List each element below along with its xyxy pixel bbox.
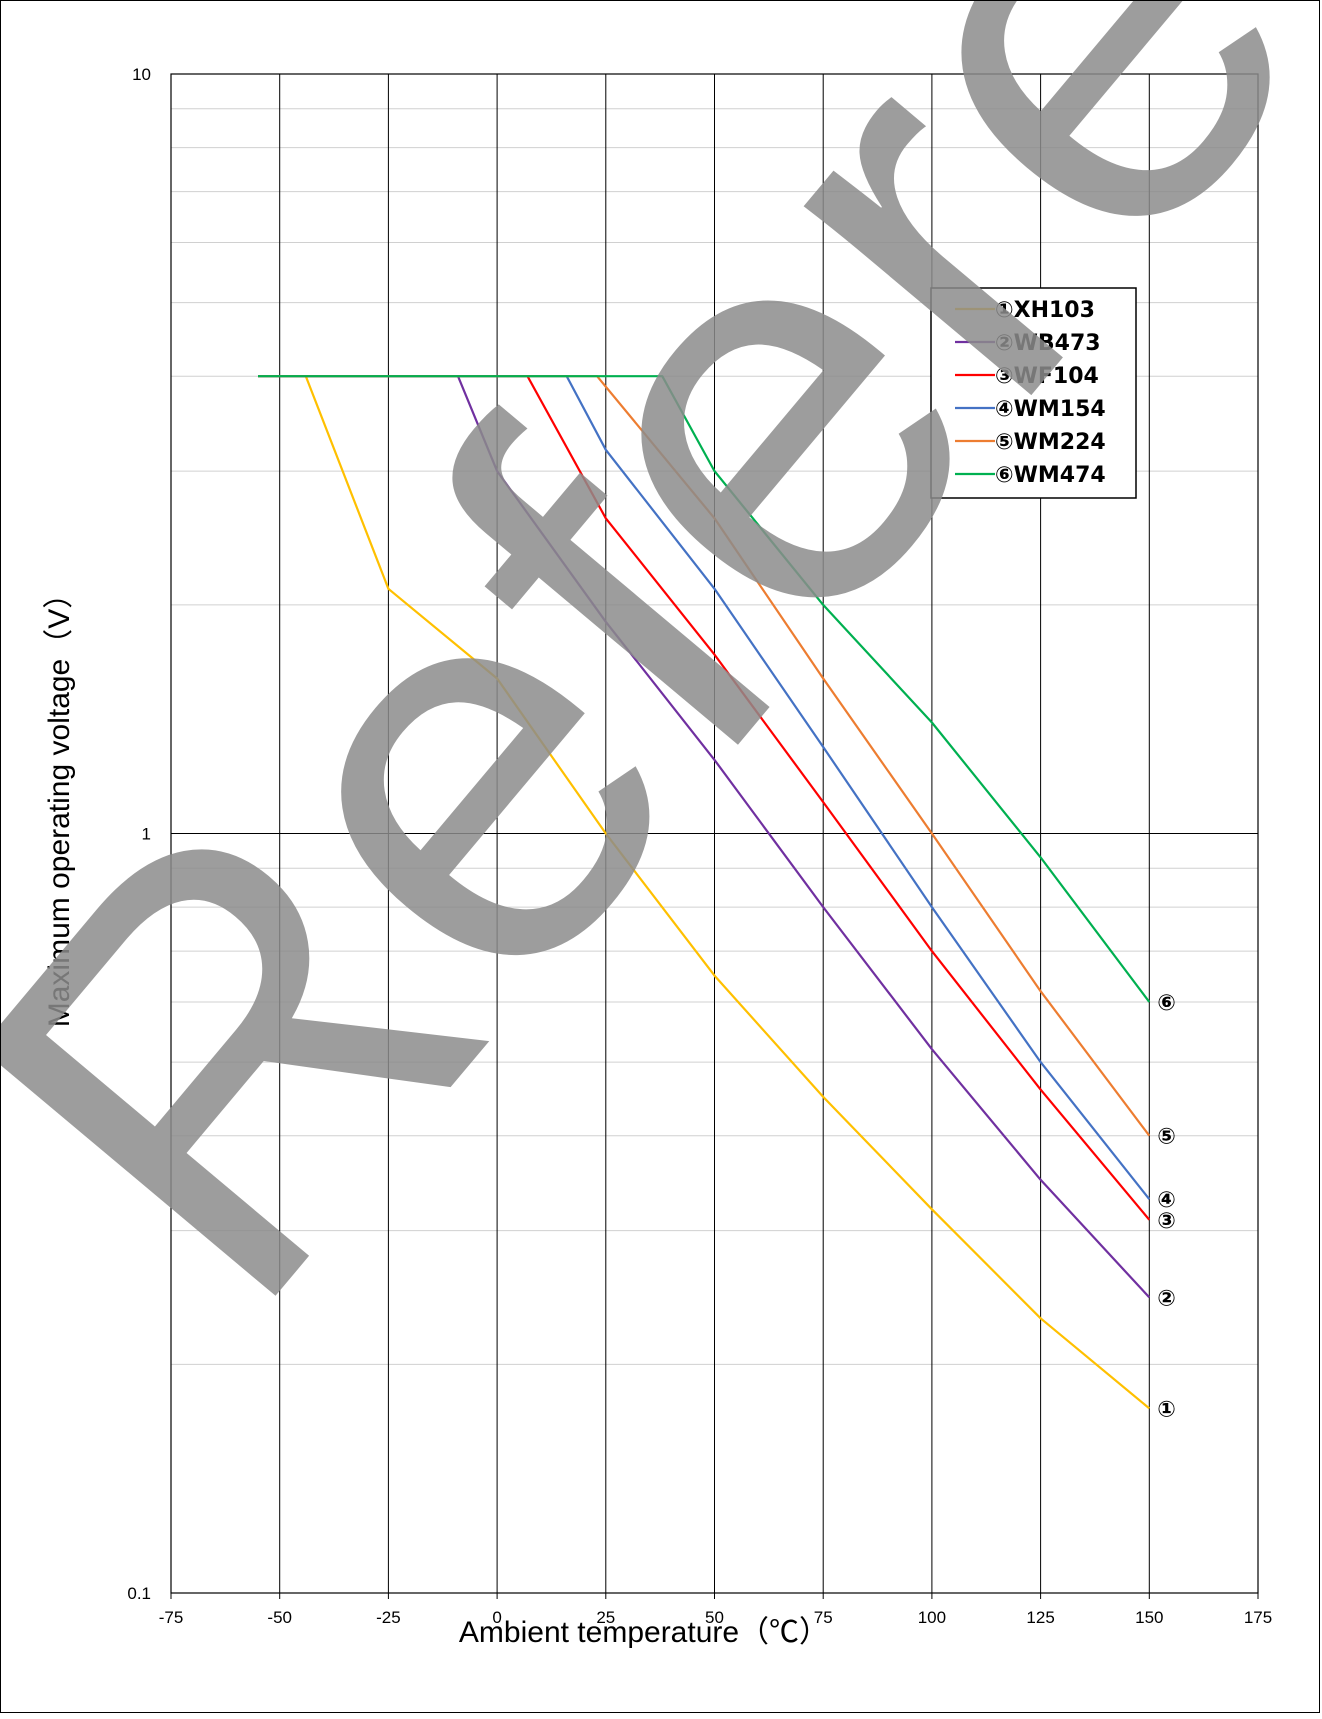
x-tick-label: -25 bbox=[376, 1608, 401, 1627]
series-end-label: ⑤ bbox=[1157, 1125, 1176, 1150]
y-axis-title: Maximum operating voltage（V） bbox=[43, 579, 76, 1028]
series-line bbox=[258, 375, 1151, 1200]
x-tick-label: -75 bbox=[159, 1608, 184, 1627]
reference-only-watermark: Reference Only bbox=[1, 1, 1321, 1410]
legend-entry: ⑤WM224 bbox=[995, 430, 1106, 455]
legend-entry: ⑥WM474 bbox=[995, 463, 1106, 488]
series-end-label: ⑥ bbox=[1157, 991, 1176, 1016]
legend-entry: ④WM154 bbox=[995, 397, 1106, 422]
series-line bbox=[258, 375, 1151, 1003]
x-tick-label: 50 bbox=[705, 1608, 724, 1627]
x-tick-label: -50 bbox=[267, 1608, 292, 1627]
x-tick-label: 100 bbox=[918, 1608, 946, 1627]
legend-box bbox=[930, 287, 1137, 499]
x-tick-label: 0 bbox=[492, 1608, 501, 1627]
watermark: Reference Only bbox=[0, 0, 1322, 1410]
series-lines bbox=[258, 375, 1151, 1410]
legend-entry: ③WF104 bbox=[995, 364, 1099, 389]
legend-entry: ①XH103 bbox=[995, 298, 1095, 323]
y-tick-label: 1 bbox=[142, 825, 151, 844]
legend: ①XH103 ②WB473 ③WF104 ④WM154 ⑤WM224 ⑥WM474 bbox=[930, 287, 1137, 499]
series-line bbox=[258, 375, 1151, 1299]
x-tick-label: 25 bbox=[596, 1608, 615, 1627]
legend-entry: ②WB473 bbox=[995, 331, 1101, 356]
x-tick-label: 75 bbox=[814, 1608, 833, 1627]
series-end-label: ② bbox=[1157, 1286, 1176, 1311]
x-tick-label: 125 bbox=[1026, 1608, 1054, 1627]
y-tick-label: 0.1 bbox=[127, 1584, 151, 1603]
x-tick-label: 150 bbox=[1135, 1608, 1163, 1627]
x-tick-label: 175 bbox=[1244, 1608, 1272, 1627]
grid bbox=[170, 73, 1259, 1594]
axes: -75 -50 -25 0 25 50 75 100 125 150 175 0.1 1 10 bbox=[127, 65, 1272, 1627]
series-end-labels: ① ② ③④ ⑤ ⑥ bbox=[1157, 991, 1176, 1422]
series-line bbox=[258, 375, 1151, 1221]
series-end-label: ④ bbox=[1157, 1188, 1176, 1213]
series-line bbox=[258, 375, 1151, 1410]
series-end-label: ① bbox=[1157, 1397, 1176, 1422]
x-axis-title: Ambient temperature（℃） bbox=[459, 1616, 829, 1649]
y-tick-label: 10 bbox=[132, 65, 151, 84]
series-end-label: ③ bbox=[1157, 1209, 1176, 1234]
